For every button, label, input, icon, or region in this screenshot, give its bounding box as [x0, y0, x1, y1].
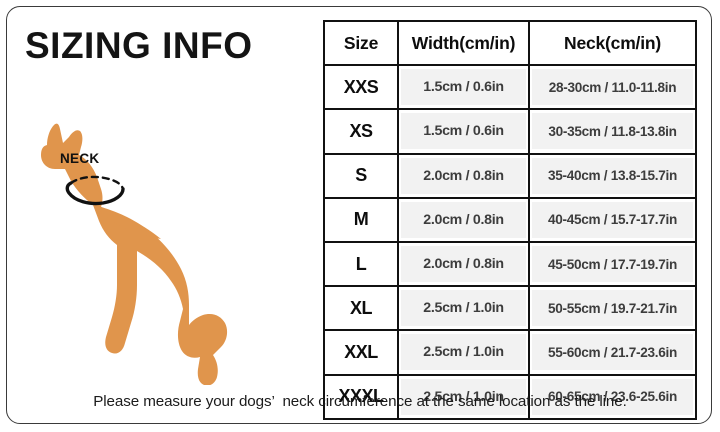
- cell-width-value: 2.5cm / 1.0in: [401, 378, 526, 415]
- cell-width: 2.0cm / 0.8in: [397, 240, 530, 288]
- cell-neck-value: 45-50cm / 17.7-19.7in: [532, 246, 693, 283]
- cell-width-value: 2.0cm / 0.8in: [401, 201, 526, 238]
- cell-size: XXS: [323, 64, 399, 111]
- neck-measure-loop: [65, 175, 125, 206]
- cell-width: 2.0cm / 0.8in: [397, 152, 530, 199]
- cell-width: 2.5cm / 1.0in: [397, 285, 530, 332]
- table-header-row: Size Width(cm/in) Neck(cm/in): [323, 19, 697, 67]
- table-row: L 2.0cm / 0.8in 45-50cm / 17.7-19.7in: [323, 240, 697, 288]
- cell-size: S: [323, 152, 399, 199]
- neck-label: NECK: [60, 151, 99, 166]
- illustration-panel: SIZING INFO NECK: [7, 7, 323, 389]
- cell-neck: 30-35cm / 11.8-13.8in: [528, 108, 697, 155]
- cell-size: XL: [323, 285, 399, 332]
- cell-neck: 35-40cm / 13.8-15.7in: [528, 152, 697, 199]
- size-table: Size Width(cm/in) Neck(cm/in) XXS 1.5cm …: [323, 19, 697, 420]
- cell-size: XS: [323, 108, 399, 155]
- cell-width: 2.5cm / 1.0in: [397, 373, 530, 420]
- cell-size: M: [323, 196, 399, 243]
- cell-size: XXXL: [323, 373, 399, 420]
- table-row: XS 1.5cm / 0.6in 30-35cm / 11.8-13.8in: [323, 108, 697, 155]
- table-row: XXL 2.5cm / 1.0in 55-60cm / 21.7-23.6in: [323, 329, 697, 376]
- table-row: XXXL 2.5cm / 1.0in 60-65cm / 23.6-25.6in: [323, 373, 697, 420]
- column-header-size: Size: [323, 19, 399, 67]
- cell-neck-value: 35-40cm / 13.8-15.7in: [532, 157, 693, 194]
- size-table-container: Size Width(cm/in) Neck(cm/in) XXS 1.5cm …: [323, 19, 697, 420]
- cell-width: 2.5cm / 1.0in: [397, 329, 530, 376]
- cell-neck: 50-55cm / 19.7-21.7in: [528, 285, 697, 332]
- cell-neck-value: 28-30cm / 11.0-11.8in: [532, 69, 693, 106]
- cell-width-value: 2.0cm / 0.8in: [401, 246, 526, 283]
- cell-width: 1.5cm / 0.6in: [397, 64, 530, 111]
- cell-neck-value: 60-65cm / 23.6-25.6in: [532, 378, 693, 415]
- column-header-width: Width(cm/in): [397, 19, 530, 67]
- footer-note: Please measure your dogs’ neck circumfer…: [93, 393, 627, 410]
- cell-neck-value: 55-60cm / 21.7-23.6in: [532, 334, 693, 371]
- cell-neck: 60-65cm / 23.6-25.6in: [528, 373, 697, 420]
- dog-illustration: NECK: [17, 85, 317, 385]
- cell-width-value: 2.0cm / 0.8in: [401, 157, 526, 194]
- cell-size: XXL: [323, 329, 399, 376]
- page-title: SIZING INFO: [25, 25, 253, 66]
- cell-neck: 45-50cm / 17.7-19.7in: [528, 240, 697, 288]
- cell-width: 2.0cm / 0.8in: [397, 196, 530, 243]
- dog-body-shape: [41, 123, 228, 385]
- column-header-neck: Neck(cm/in): [528, 19, 697, 67]
- cell-neck-value: 40-45cm / 15.7-17.7in: [532, 201, 693, 238]
- table-row: XL 2.5cm / 1.0in 50-55cm / 19.7-21.7in: [323, 285, 697, 332]
- cell-size: L: [323, 240, 399, 288]
- cell-neck-value: 30-35cm / 11.8-13.8in: [532, 113, 693, 150]
- cell-width: 1.5cm / 0.6in: [397, 108, 530, 155]
- cell-neck-value: 50-55cm / 19.7-21.7in: [532, 290, 693, 327]
- cell-width-value: 2.5cm / 1.0in: [401, 334, 526, 371]
- cell-width-value: 2.5cm / 1.0in: [401, 290, 526, 327]
- cell-width-value: 1.5cm / 0.6in: [401, 113, 526, 150]
- table-row: M 2.0cm / 0.8in 40-45cm / 15.7-17.7in: [323, 196, 697, 243]
- sizing-info-card: SIZING INFO NECK Size: [6, 6, 712, 424]
- table-row: XXS 1.5cm / 0.6in 28-30cm / 11.0-11.8in: [323, 64, 697, 111]
- cell-neck: 55-60cm / 21.7-23.6in: [528, 329, 697, 376]
- cell-neck: 28-30cm / 11.0-11.8in: [528, 64, 697, 111]
- cell-neck: 40-45cm / 15.7-17.7in: [528, 196, 697, 243]
- table-row: S 2.0cm / 0.8in 35-40cm / 13.8-15.7in: [323, 152, 697, 199]
- cell-width-value: 1.5cm / 0.6in: [401, 69, 526, 106]
